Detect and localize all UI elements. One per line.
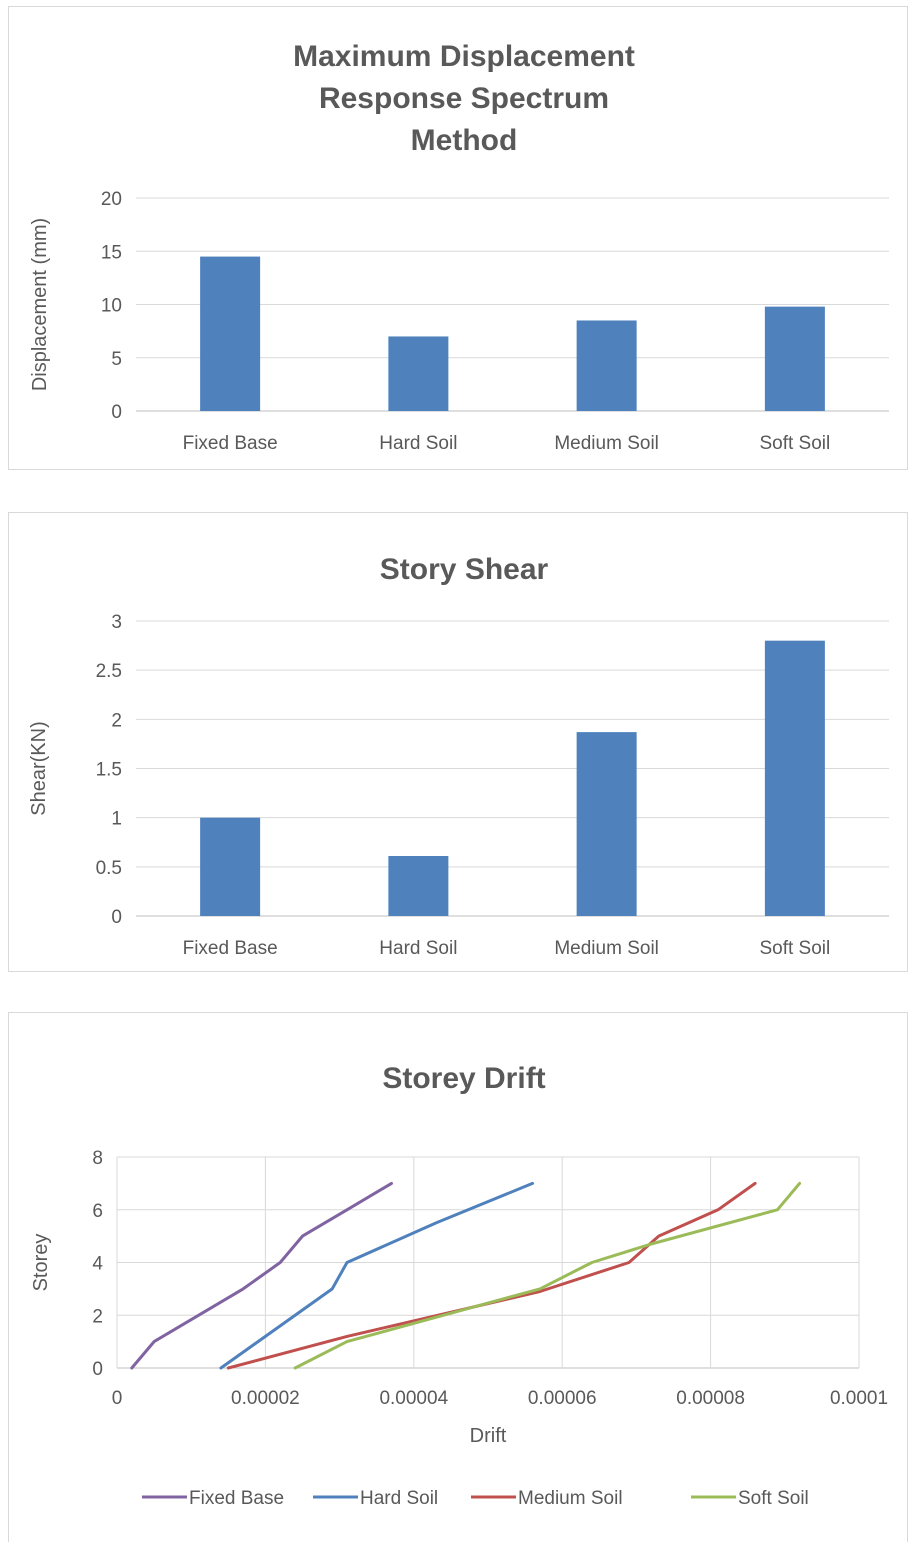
- chart-title: Response Spectrum: [319, 82, 609, 115]
- displacement-chart-panel: Maximum Displacement Response Spectrum Met…: [8, 6, 908, 470]
- y-tick-label: 0: [92, 1359, 103, 1380]
- x-tick-label: Fixed Base: [183, 433, 278, 454]
- y-tick-label: 6: [92, 1201, 103, 1222]
- y-tick-label: 8: [92, 1148, 103, 1169]
- drift-chart-panel: Storey Drift 0 2 4 6 8 0 0.00002 0.00004 0.00006 0…: [8, 1012, 908, 1542]
- x-tick-label: Medium Soil: [554, 938, 659, 959]
- chart-title: Maximum Displacement: [293, 40, 635, 73]
- bar-fixed-base: [200, 256, 261, 411]
- chart-title: Story Shear: [380, 553, 549, 586]
- y-tick-label: 15: [101, 242, 122, 263]
- x-tick-label: Hard Soil: [379, 433, 457, 454]
- legend-entry: Soft Soil: [738, 1488, 809, 1509]
- y-tick-label: 2: [111, 710, 122, 731]
- shear-chart: Story Shear 0 0.5 1 1.5 2 2.5 3 Shear(KN) Fixed B…: [28, 553, 889, 959]
- bar-soft-soil: [764, 640, 825, 916]
- x-tick-label: 0: [112, 1388, 123, 1409]
- series-line-fixed-base: [130, 1181, 393, 1370]
- y-tick-label: 2: [92, 1306, 103, 1327]
- y-tick-label: 2.5: [96, 661, 122, 682]
- y-tick-label: 0: [111, 907, 122, 928]
- bar-soft-soil: [764, 306, 825, 411]
- y-tick-label: 5: [111, 349, 122, 370]
- x-tick-label: Medium Soil: [554, 433, 659, 454]
- y-tick-label: 0.5: [96, 858, 122, 879]
- x-axis-label: Drift: [470, 1425, 507, 1447]
- legend-entry: Fixed Base: [189, 1488, 284, 1509]
- series-line-medium-soil: [226, 1181, 757, 1370]
- bar-medium-soil: [576, 320, 637, 411]
- y-tick-label: 4: [92, 1254, 103, 1275]
- x-tick-label: 0.00004: [379, 1388, 448, 1409]
- y-tick-label: 3: [111, 612, 122, 633]
- bar-medium-soil: [576, 732, 637, 916]
- displacement-chart: Maximum Displacement Response Spectrum Met…: [29, 40, 889, 454]
- x-tick-label: Soft Soil: [759, 938, 830, 959]
- bar-fixed-base: [200, 817, 261, 916]
- y-tick-label: 1.5: [96, 760, 122, 781]
- shear-chart-panel: Story Shear 0 0.5 1 1.5 2 2.5 3 Shear(KN) Fixed B…: [8, 512, 908, 972]
- x-tick-label: Hard Soil: [379, 938, 457, 959]
- x-tick-label: 0.00006: [528, 1388, 597, 1409]
- x-tick-label: 0.0001: [830, 1388, 888, 1409]
- x-tick-label: Fixed Base: [183, 938, 278, 959]
- bar-hard-soil: [388, 856, 449, 916]
- y-tick-label: 0: [111, 402, 122, 423]
- drift-chart: Storey Drift 0 2 4 6 8 0 0.00002 0.00004 0.00006 0…: [30, 1062, 888, 1509]
- x-tick-label: 0.00002: [231, 1388, 300, 1409]
- x-tick-label: Soft Soil: [759, 433, 830, 454]
- y-axis-label: Shear(KN): [28, 721, 50, 815]
- bar-hard-soil: [388, 336, 449, 411]
- chart-title: Storey Drift: [382, 1062, 545, 1095]
- x-tick-label: 0.00008: [676, 1388, 745, 1409]
- series-line-soft-soil: [293, 1181, 802, 1370]
- legend-entry: Medium Soil: [518, 1488, 623, 1509]
- legend-entry: Hard Soil: [360, 1488, 438, 1509]
- y-tick-label: 20: [101, 189, 122, 210]
- y-axis-label: Displacement (mm): [29, 218, 51, 391]
- y-tick-label: 1: [111, 809, 122, 830]
- y-axis-label: Storey: [30, 1234, 52, 1292]
- y-tick-label: 10: [101, 296, 122, 317]
- chart-title: Method: [411, 124, 518, 157]
- series-line-hard-soil: [219, 1181, 534, 1370]
